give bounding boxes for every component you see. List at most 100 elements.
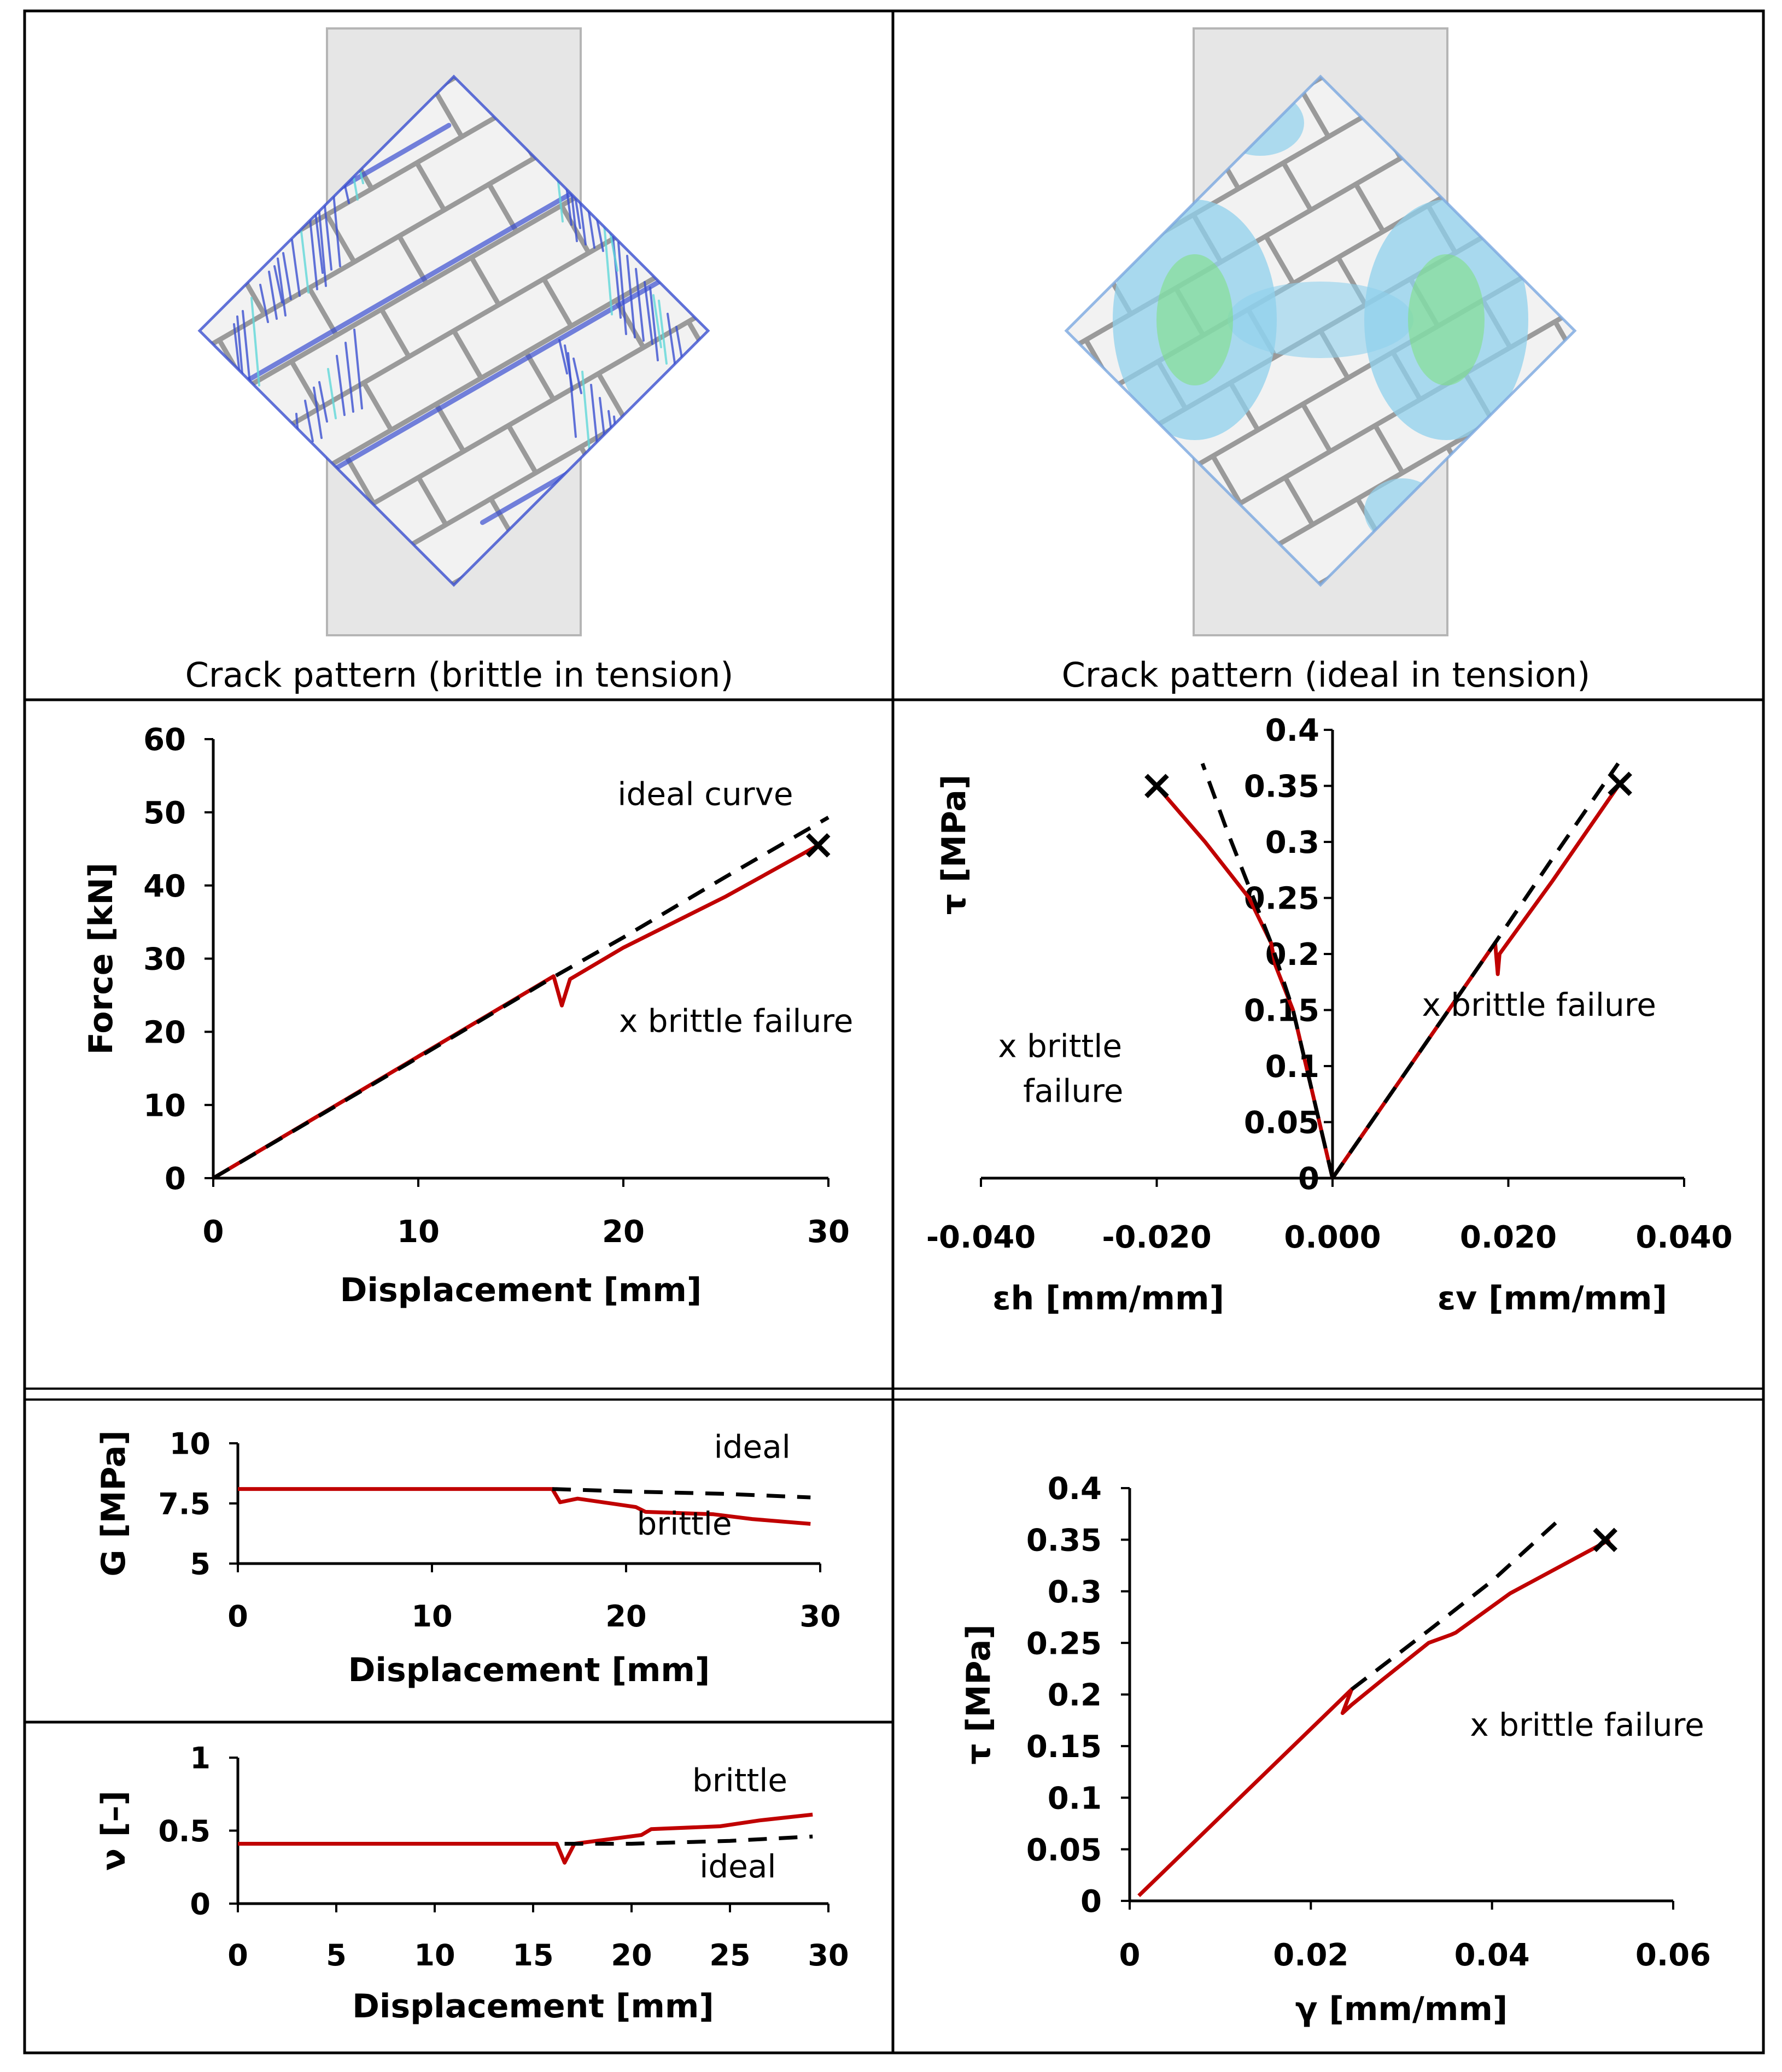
crack-strand xyxy=(626,255,636,338)
chart-shear-strain: 0 0.02 0.04 0.06 0 0.05 0.1 0.15 0.2 0.25 0.3 0.35 0… xyxy=(960,1471,1711,2028)
annotation: brittle xyxy=(692,1761,787,1799)
head-joint xyxy=(434,402,466,453)
crack-strand xyxy=(658,300,668,365)
crack-strand xyxy=(617,242,627,335)
bed-joint xyxy=(1066,224,1575,585)
x-tick-label: 0 xyxy=(227,1938,248,1973)
x-tick-label: 0.040 xyxy=(1635,1220,1732,1255)
failure-marker: × xyxy=(1603,758,1638,806)
head-joint xyxy=(344,454,376,505)
y-tick-label: 0.1 xyxy=(1048,1781,1102,1816)
y-tick-label: 0.35 xyxy=(1026,1523,1102,1559)
head-joint xyxy=(506,424,538,475)
head-joint xyxy=(379,308,411,358)
diamond-outline xyxy=(197,74,710,587)
x-tick-label: 0.06 xyxy=(1635,1938,1711,1973)
crack-strand xyxy=(581,371,591,458)
series-line-brittle xyxy=(212,844,819,1180)
crack-strand xyxy=(327,368,337,419)
bed-joint xyxy=(200,224,708,585)
x-axis-label: Displacement [mm] xyxy=(352,1987,714,2026)
y-axis-label: τ [MPa] xyxy=(935,775,973,915)
y-tick-label: 0 xyxy=(1080,1884,1102,1919)
y-tick-label: 0.35 xyxy=(1244,769,1319,805)
y-tick-label: 50 xyxy=(143,795,186,831)
crack-strand xyxy=(558,339,568,374)
annotation: ideal xyxy=(699,1848,776,1885)
head-joint xyxy=(1211,454,1243,505)
annotation: brittle xyxy=(636,1505,732,1542)
crack-strand xyxy=(282,252,292,300)
y-tick-label: 0 xyxy=(190,1887,211,1921)
series-line-brittle-eh xyxy=(1155,785,1335,1179)
crack-strand xyxy=(649,286,659,361)
caption-brittle: Crack pattern (brittle in tension) xyxy=(185,655,734,695)
crack-strand xyxy=(609,229,618,272)
x-tick-label: 15 xyxy=(512,1938,553,1973)
bed-joint xyxy=(200,77,708,437)
y-tick-label: 40 xyxy=(143,869,186,904)
failure-marker: × xyxy=(801,820,836,868)
x-axis-label: Displacement [mm] xyxy=(348,1651,710,1689)
x-tick-label: 0.020 xyxy=(1460,1220,1557,1255)
head-joint xyxy=(541,277,574,327)
x-tick-label: 0 xyxy=(227,1599,248,1634)
annotation: ideal xyxy=(714,1428,791,1465)
crack-strand xyxy=(314,207,324,274)
y-tick-label: 0.2 xyxy=(1048,1678,1102,1713)
bed-joint xyxy=(200,77,708,532)
x-tick-label: 10 xyxy=(397,1214,440,1250)
head-joint xyxy=(416,476,448,526)
crack-strand xyxy=(572,358,582,394)
annotation: failure xyxy=(1023,1073,1123,1110)
annotation: ideal curve xyxy=(617,775,793,812)
x-tick-label: -0.020 xyxy=(1102,1220,1211,1255)
x-tick-label: 30 xyxy=(807,1214,850,1250)
crack-strand xyxy=(313,387,323,439)
x-tick-label: 0.02 xyxy=(1273,1938,1348,1973)
caption-ideal: Crack pattern (ideal in tension) xyxy=(1062,655,1591,695)
crack-strand xyxy=(353,329,363,409)
y-tick-label: 0 xyxy=(165,1161,186,1197)
head-joint xyxy=(452,329,483,379)
head-joint xyxy=(289,360,322,410)
y-tick-label: 0.25 xyxy=(1026,1626,1102,1661)
head-joint xyxy=(1300,402,1333,453)
crack-strand xyxy=(336,355,346,416)
x-tick-label: 5 xyxy=(326,1938,347,1973)
y-tick-label: 0.05 xyxy=(1026,1833,1102,1868)
y-tick-label: 7.5 xyxy=(158,1486,211,1521)
series-line-brittle xyxy=(238,1812,813,1865)
series-line-ideal xyxy=(1350,1518,1562,1691)
x-tick-label: -0.040 xyxy=(926,1220,1036,1255)
y-axis-label: Force [kN] xyxy=(82,863,120,1055)
x-tick-label: 0.04 xyxy=(1454,1938,1530,1973)
annotation: x brittle failure xyxy=(1422,986,1656,1023)
x-tick-label: 10 xyxy=(411,1599,452,1634)
damage-zone xyxy=(1228,282,1413,358)
y-tick-label: 0.15 xyxy=(1244,993,1319,1029)
crack-strand xyxy=(250,297,260,387)
y-tick-label: 0 xyxy=(1298,1161,1319,1197)
series-line-ideal-ev xyxy=(1331,762,1620,1179)
chart-shear-modulus: 0 10 20 30 5 7.5 10 Displacement [mm] G [MPa] ide… xyxy=(95,1426,841,1689)
x-tick-label: 30 xyxy=(808,1938,849,1973)
head-joint xyxy=(432,88,464,138)
chart-strain: -0.040 -0.020 0.000 0.020 0.04000.050.10.150… xyxy=(926,713,1733,1318)
head-joint xyxy=(397,235,429,285)
y-tick-label: 1 xyxy=(190,1741,211,1775)
crack-strand xyxy=(603,223,613,315)
x-axis-label: Displacement [mm] xyxy=(340,1271,702,1309)
crack-strand xyxy=(308,213,318,290)
crack-strand xyxy=(300,226,309,294)
x-tick-label: 25 xyxy=(709,1938,750,1973)
y-tick-label: 0.5 xyxy=(158,1814,211,1848)
crack-strand xyxy=(644,281,653,345)
crack-strand xyxy=(564,344,574,391)
series-line-brittle-ev xyxy=(1331,785,1620,1179)
y-tick-label: 0.05 xyxy=(1244,1105,1319,1141)
y-tick-label: 0.15 xyxy=(1026,1729,1102,1765)
head-joint xyxy=(324,213,357,264)
damage-core xyxy=(1156,254,1233,385)
